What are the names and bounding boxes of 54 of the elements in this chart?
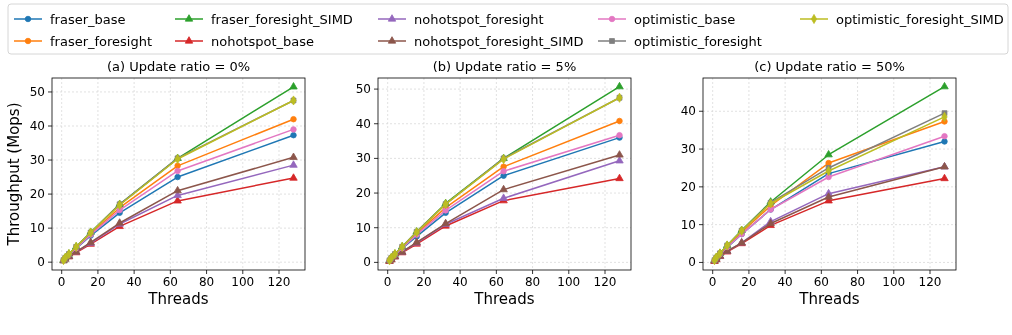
y-tick-label: 30: [680, 142, 696, 157]
x-tick-label: 0: [57, 275, 66, 289]
x-tick-label: 60: [488, 275, 504, 289]
x-tick-label: 0: [708, 275, 717, 289]
x-axis-title: Threads: [147, 290, 209, 308]
legend-label: nohotspot_foresight: [414, 12, 544, 27]
x-axis-title: Threads: [473, 290, 535, 308]
y-tick-label: 0: [363, 255, 371, 270]
x-tick-label: 40: [777, 275, 793, 289]
x-tick-label: 40: [452, 275, 468, 289]
legend-label: optimistic_base: [634, 12, 736, 27]
x-tick-label: 40: [126, 275, 142, 289]
y-tick-label: 30: [355, 151, 371, 166]
legend-label: optimistic_foresight_SIMD: [836, 12, 1004, 27]
y-tick-label: 20: [355, 186, 371, 201]
legend-label: nohotspot_base: [211, 34, 315, 49]
y-tick-label: 50: [29, 84, 45, 99]
y-tick-label: 40: [29, 119, 45, 133]
x-tick-label: 0: [383, 275, 392, 289]
y-axis-title: Throughput (Mops): [5, 102, 23, 247]
x-tick-label: 80: [524, 275, 541, 289]
y-tick-label: 50: [355, 82, 371, 97]
y-tick-label: 20: [680, 179, 696, 194]
legend-label: fraser_base: [50, 12, 126, 27]
chart-title: (a) Update ratio = 0%: [106, 59, 251, 74]
chart-title: (c) Update ratio = 50%: [754, 59, 905, 74]
y-tick-label: 10: [355, 220, 371, 235]
x-tick-label: 100: [231, 275, 255, 289]
y-tick-label: 30: [29, 153, 45, 168]
x-axis-title: Threads: [798, 290, 860, 308]
x-tick-label: 120: [267, 275, 291, 289]
y-tick-label: 40: [680, 104, 696, 119]
y-tick-label: 10: [680, 217, 696, 232]
chart-title: (b) Update ratio = 5%: [432, 59, 577, 74]
x-tick-label: 20: [416, 275, 432, 289]
legend-label: optimistic_foresight: [634, 34, 762, 49]
y-tick-label: 0: [37, 255, 45, 270]
legend-label: fraser_foresight: [50, 34, 153, 49]
x-tick-label: 60: [162, 275, 178, 289]
x-tick-label: 120: [918, 275, 942, 289]
x-tick-label: 80: [849, 275, 866, 289]
y-tick-label: 40: [355, 116, 371, 131]
x-tick-label: 120: [593, 275, 617, 289]
y-tick-label: 0: [688, 255, 696, 270]
x-tick-label: 100: [882, 275, 906, 289]
y-tick-label: 10: [29, 221, 45, 236]
legend-label: fraser_foresight_SIMD: [211, 12, 353, 27]
x-tick-label: 100: [557, 275, 581, 289]
x-tick-label: 20: [90, 275, 106, 289]
x-tick-label: 20: [741, 275, 757, 289]
x-tick-label: 80: [198, 275, 215, 289]
legend-label: nohotspot_foresight_SIMD: [414, 34, 584, 49]
y-tick-label: 20: [29, 187, 45, 202]
x-tick-label: 60: [813, 275, 829, 289]
